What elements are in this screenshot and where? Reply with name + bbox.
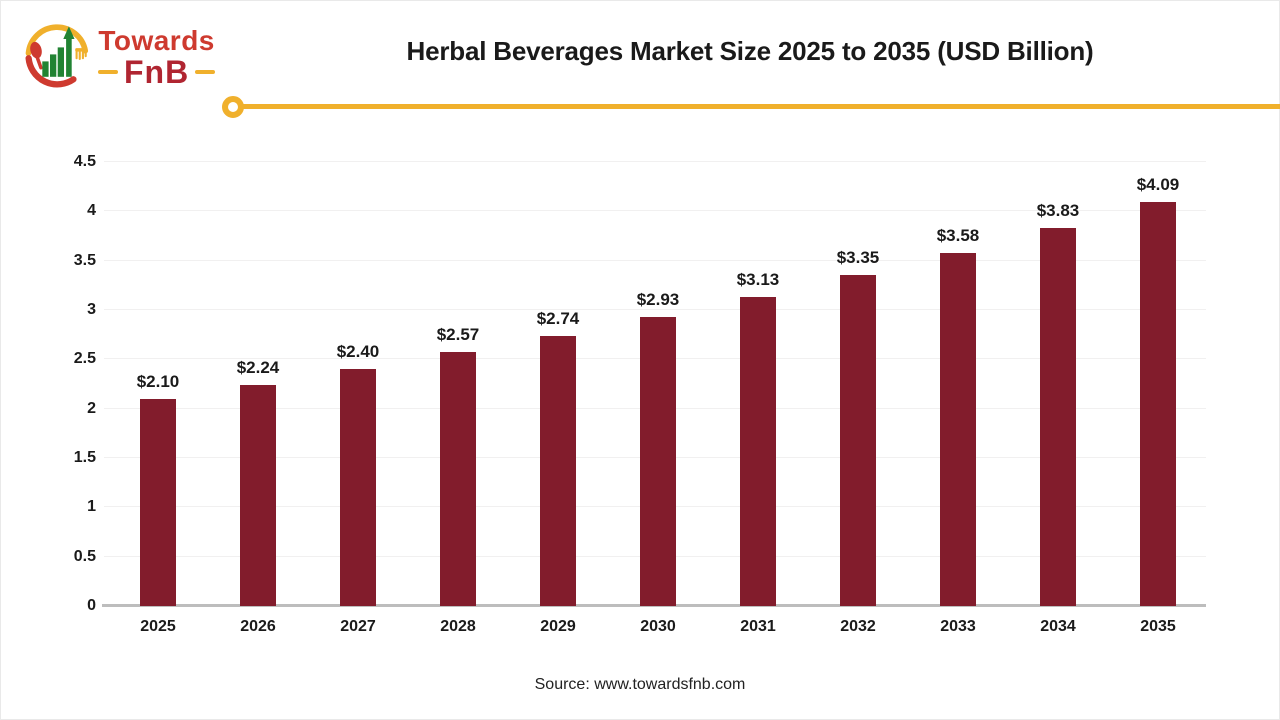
y-tick-label: 1 <box>87 498 96 516</box>
brand-name-fnb-row: FnB <box>98 54 216 91</box>
bar-2032 <box>840 275 876 606</box>
bar-2028 <box>440 352 476 606</box>
gridline <box>104 309 1206 310</box>
gridline <box>104 161 1206 162</box>
x-tick-label: 2032 <box>840 618 876 635</box>
x-tick-label: 2025 <box>140 618 176 635</box>
bar-value-label: $3.13 <box>736 270 780 290</box>
y-tick-label: 1.5 <box>73 449 96 466</box>
bar-value-label: $2.40 <box>336 342 380 362</box>
gridline <box>104 259 1206 261</box>
bar-value-label: $2.93 <box>636 289 680 309</box>
y-tick-label: 4 <box>87 202 96 220</box>
bar-value-label: $3.58 <box>936 225 980 245</box>
y-tick-label: 0 <box>87 597 96 614</box>
y-tick-label: 4.5 <box>73 153 96 170</box>
dash-left-icon <box>98 70 118 75</box>
bar-2027 <box>340 369 376 606</box>
x-tick-label: 2035 <box>1140 618 1176 635</box>
y-tick-label: 3 <box>87 301 96 318</box>
x-tick-label: 2026 <box>240 618 276 635</box>
y-tick-label: 2.5 <box>73 350 96 368</box>
x-tick-label: 2030 <box>640 618 676 635</box>
bar-2034 <box>1040 228 1076 606</box>
bar-2035 <box>1140 202 1176 606</box>
dash-right-icon <box>195 70 216 75</box>
bar-2025 <box>140 398 176 606</box>
bar-2033 <box>940 252 976 606</box>
brand-name-towards: Towards <box>98 25 215 56</box>
divider-line <box>243 104 1280 109</box>
brand-name-fnb: FnB <box>124 54 190 91</box>
bar-value-label: $2.24 <box>236 357 280 377</box>
bar-value-label: $4.09 <box>1136 175 1180 195</box>
gridline <box>104 210 1206 212</box>
bar-value-label: $2.74 <box>536 308 580 328</box>
y-tick-label: 0.5 <box>73 547 96 565</box>
x-tick-label: 2029 <box>540 618 576 635</box>
bar-value-label: $3.83 <box>1036 201 1080 221</box>
x-tick-label: 2028 <box>440 618 476 635</box>
divider-ring-icon <box>222 96 244 118</box>
bar-2026 <box>240 384 276 606</box>
brand-logo: Towards FnB <box>22 14 216 92</box>
x-tick-label: 2031 <box>740 618 776 635</box>
x-tick-label: 2034 <box>1040 618 1076 635</box>
bar-2030 <box>640 316 676 606</box>
chart-title: Herbal Beverages Market Size 2025 to 203… <box>406 36 1094 66</box>
bar-value-label: $2.10 <box>136 371 180 391</box>
y-tick-label: 2 <box>87 399 96 417</box>
bar-value-label: $3.35 <box>836 248 880 268</box>
x-tick-label: 2033 <box>940 618 976 635</box>
bar-value-label: $2.57 <box>436 325 480 345</box>
x-tick-label: 2027 <box>340 618 376 635</box>
brand-wordmark: Towards FnB <box>98 25 216 91</box>
bar-2029 <box>540 335 576 606</box>
brand-emblem-icon <box>25 24 89 88</box>
y-tick-label: 3.5 <box>73 251 96 269</box>
bar-2031 <box>740 297 776 606</box>
source-text: Source: www.towardsfnb.com <box>534 676 746 693</box>
